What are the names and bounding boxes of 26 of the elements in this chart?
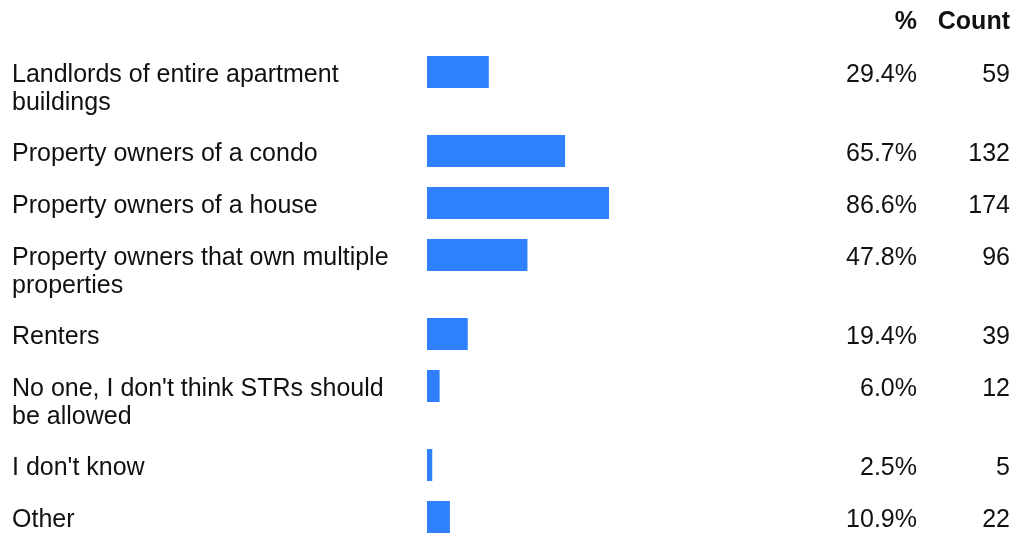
data-label: 65.7% (846, 138, 917, 166)
text: 39 (982, 321, 1010, 349)
y-tick-label: Renters (12, 321, 100, 349)
text: 22 (982, 504, 1010, 532)
y-tick-label: Landlords of entire apartment buildings (12, 59, 339, 115)
y-tick-label: Property owners of a condo (12, 138, 318, 166)
data-label: 29.4% (846, 59, 917, 87)
text: % (894, 6, 917, 34)
data-label: 19.4% (846, 321, 917, 349)
data-label: 86.6% (846, 190, 917, 218)
y-tick-label: Property owners that own multiple properties (12, 242, 389, 298)
text: 59 (982, 59, 1010, 87)
y-tick-label: I don't know (12, 452, 146, 480)
data-label: 47.8% (846, 242, 917, 270)
data-label: 10.9% (846, 504, 917, 532)
data-label: 6.0% (860, 373, 917, 401)
data-label: 2.5% (860, 452, 917, 480)
text: 96 (982, 242, 1010, 270)
y-tick-label: Other (12, 504, 75, 532)
y-tick-label: Property owners of a house (12, 190, 318, 218)
text: 5 (996, 452, 1010, 480)
text: 12 (982, 373, 1010, 401)
text: 174 (968, 190, 1011, 218)
y-tick-label: No one, I don't think STRs should be allowed (12, 373, 384, 429)
text: Count (937, 6, 1011, 34)
text: 132 (968, 138, 1010, 166)
